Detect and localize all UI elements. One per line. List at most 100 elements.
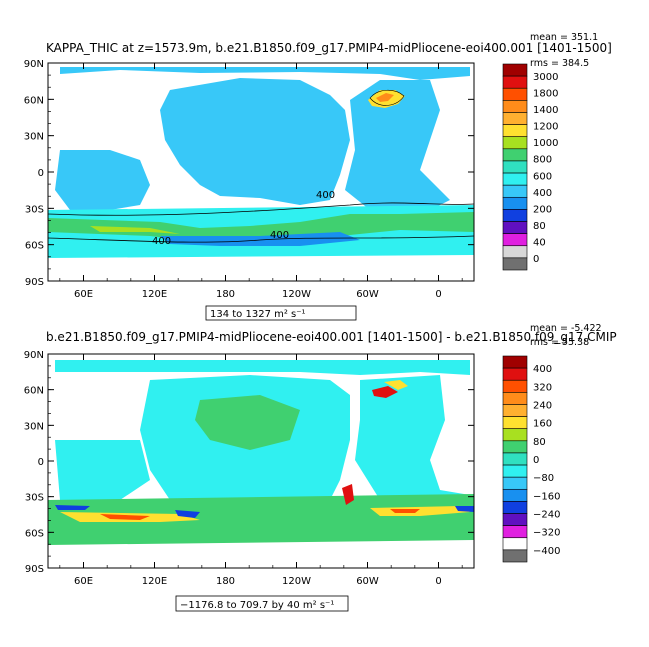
panel-1-rms: rms = 384.5 bbox=[530, 58, 589, 69]
colorbar-label: −240 bbox=[533, 510, 560, 521]
x-tick-label: 60W bbox=[356, 576, 379, 587]
y-tick-label: 60N bbox=[24, 95, 44, 106]
panel-2-mean: mean = -5.422 bbox=[530, 323, 602, 334]
colorbar-label: −160 bbox=[533, 491, 560, 502]
panel-2-range: −1176.8 to 709.7 by 40 m² s⁻¹ bbox=[180, 600, 334, 611]
y-tick-label: 30S bbox=[25, 204, 44, 215]
colorbar-label: 3000 bbox=[533, 72, 558, 83]
colorbar-label: 320 bbox=[533, 382, 552, 393]
contour-line bbox=[48, 235, 474, 243]
southern-ocean-core bbox=[90, 226, 180, 234]
colorbar-swatch bbox=[502, 63, 528, 77]
colorbar-label: 1000 bbox=[533, 138, 558, 149]
colorbar-swatch bbox=[502, 209, 528, 222]
colorbar-swatch bbox=[502, 416, 528, 430]
antarctica-edge bbox=[48, 258, 474, 281]
x-tick-label: 0 bbox=[435, 576, 441, 587]
y-tick-label: 30N bbox=[24, 132, 44, 143]
y-tick-label: 60N bbox=[24, 386, 44, 397]
y-tick-label: 0 bbox=[38, 168, 44, 179]
x-tick-label: 180 bbox=[216, 289, 235, 300]
colorbar-swatch bbox=[502, 488, 528, 502]
panel-2-axes: 60E 120E 180 120W 60W 0 90N 60N 30N 0 30S 60S 90S bbox=[24, 350, 474, 587]
colorbar-label: 80 bbox=[533, 437, 546, 448]
colorbar-label: 1400 bbox=[533, 105, 558, 116]
x-tick-label: 180 bbox=[216, 576, 235, 587]
colorbar-swatch bbox=[502, 367, 528, 381]
colorbar-label: 240 bbox=[533, 400, 552, 411]
panel-2-colorbar: 400 320 240 160 80 0 −80 −160 −240 −320 −400 bbox=[502, 355, 560, 563]
colorbar-swatch bbox=[502, 233, 528, 247]
colorbar-label: 1800 bbox=[533, 89, 558, 100]
north-atlantic-hotspot-core bbox=[376, 93, 394, 102]
colorbar-swatch bbox=[502, 525, 528, 539]
x-tick-label: 120W bbox=[282, 576, 311, 587]
colorbar-swatch bbox=[502, 75, 528, 89]
colorbar-swatch bbox=[502, 124, 528, 138]
panel-1-map bbox=[48, 63, 474, 281]
pacific-ocean bbox=[160, 78, 350, 205]
colorbar-label: −400 bbox=[533, 546, 560, 557]
panel-2-rms: rms = 55.38 bbox=[530, 337, 589, 348]
colorbar-swatch bbox=[502, 428, 528, 442]
y-tick-label: 0 bbox=[38, 457, 44, 468]
colorbar-swatch bbox=[502, 513, 528, 526]
colorbar-swatch bbox=[502, 379, 528, 393]
x-tick-label: 120E bbox=[142, 576, 167, 587]
south-pacific-band bbox=[160, 232, 360, 246]
y-tick-label: 90S bbox=[25, 277, 44, 288]
y-tick-label: 90N bbox=[24, 59, 44, 70]
colorbar-swatch bbox=[502, 148, 528, 162]
y-tick-label: 30S bbox=[25, 493, 44, 504]
x-tick-label: 120W bbox=[282, 289, 311, 300]
x-tick-label: 120E bbox=[142, 289, 167, 300]
y-tick-label: 30N bbox=[24, 421, 44, 432]
colorbar-swatch bbox=[502, 440, 528, 454]
colorbar-swatch bbox=[502, 501, 528, 514]
panel-1-mean: mean = 351.1 bbox=[530, 32, 598, 43]
colorbar-swatch bbox=[502, 257, 528, 271]
colorbar-swatch bbox=[502, 184, 528, 198]
colorbar-swatch bbox=[502, 87, 528, 101]
x-tick-label: 0 bbox=[435, 289, 441, 300]
colorbar-swatch bbox=[502, 452, 528, 466]
y-tick-label: 90S bbox=[25, 564, 44, 575]
panel-2-title: b.e21.B1850.f09_g17.PMIP4-midPliocene-eo… bbox=[46, 330, 617, 344]
colorbar-swatch bbox=[502, 245, 528, 259]
colorbar-label: 80 bbox=[533, 221, 546, 232]
colorbar-swatch bbox=[502, 136, 528, 150]
colorbar-label: 40 bbox=[533, 237, 546, 248]
panel-2-range-box bbox=[175, 595, 349, 612]
colorbar-swatch bbox=[502, 196, 528, 210]
indian-ocean bbox=[55, 150, 150, 210]
colorbar-swatch bbox=[502, 476, 528, 490]
southern-ocean-yellow bbox=[60, 506, 470, 522]
colorbar-swatch bbox=[502, 221, 528, 234]
colorbar-label: 200 bbox=[533, 204, 552, 215]
colorbar-swatch bbox=[502, 100, 528, 113]
colorbar-swatch bbox=[502, 392, 528, 405]
atlantic-ocean bbox=[345, 80, 450, 215]
colorbar-swatch bbox=[502, 112, 528, 125]
colorbar-swatch bbox=[502, 172, 528, 186]
southern-ocean-band bbox=[48, 494, 474, 545]
colorbar-label: 400 bbox=[533, 364, 552, 375]
north-atlantic-red bbox=[372, 386, 398, 398]
southern-ocean-band bbox=[48, 212, 474, 242]
panel-1-axes: 60E 120E 180 120W 60W 0 90N 60N 30N 0 30S 60S 90S bbox=[24, 59, 474, 300]
y-tick-label: 60S bbox=[25, 241, 44, 252]
x-tick-label: 60E bbox=[74, 576, 93, 587]
southern-ocean-red bbox=[100, 509, 420, 520]
panel-2-map bbox=[48, 354, 474, 568]
arctic-ocean bbox=[60, 67, 470, 80]
colorbar-label: 400 bbox=[533, 188, 552, 199]
contour-label: 400 bbox=[316, 190, 335, 201]
colorbar-swatch bbox=[502, 464, 528, 478]
contour-label: 400 bbox=[152, 236, 171, 247]
pacific-green bbox=[195, 395, 300, 450]
x-tick-label: 60W bbox=[356, 289, 379, 300]
colorbar-swatch bbox=[502, 160, 528, 174]
colorbar-label: 600 bbox=[533, 171, 552, 182]
